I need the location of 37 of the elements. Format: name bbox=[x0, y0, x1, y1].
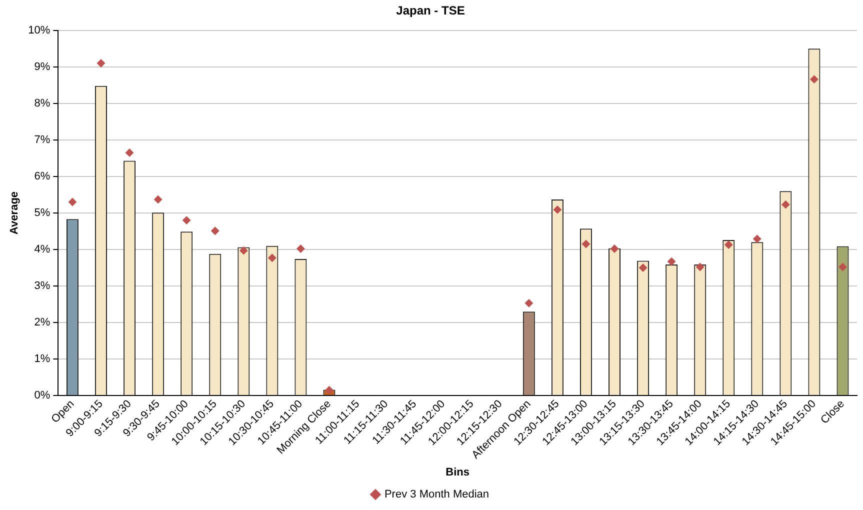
point bbox=[782, 200, 790, 209]
point bbox=[553, 206, 562, 214]
y-tick-label: 10% bbox=[28, 24, 50, 36]
y-tick-label: 7% bbox=[34, 134, 50, 146]
point bbox=[610, 244, 619, 253]
point bbox=[126, 148, 134, 157]
y-tick-label: 2% bbox=[34, 316, 50, 329]
y-tick-label: 9% bbox=[34, 60, 50, 73]
legend-label: Prev 3 Month Median bbox=[384, 488, 490, 501]
y-tick-label: 8% bbox=[34, 97, 50, 110]
y-tick-label: 3% bbox=[34, 280, 50, 292]
y-tick-label: 1% bbox=[34, 353, 50, 366]
point bbox=[724, 240, 733, 249]
point bbox=[268, 254, 276, 262]
point bbox=[182, 216, 191, 224]
point bbox=[810, 75, 818, 84]
point bbox=[240, 246, 248, 255]
y-tick-label: 4% bbox=[34, 244, 50, 256]
point bbox=[753, 234, 762, 243]
point bbox=[582, 240, 590, 248]
point bbox=[68, 198, 76, 206]
point bbox=[211, 226, 220, 235]
y-tick-label: 6% bbox=[34, 170, 50, 182]
point bbox=[524, 299, 533, 308]
point bbox=[838, 263, 847, 272]
point bbox=[154, 195, 162, 204]
point bbox=[696, 263, 704, 272]
point bbox=[296, 244, 305, 253]
point bbox=[325, 386, 334, 394]
point bbox=[639, 264, 648, 272]
point bbox=[668, 258, 676, 266]
chart-title: Japan - TSE bbox=[396, 4, 465, 18]
y-tick-label: 5% bbox=[34, 207, 50, 220]
x-axis-title: Bins bbox=[446, 466, 470, 478]
y-tick-label: 0% bbox=[34, 390, 50, 402]
point bbox=[97, 59, 106, 68]
y-axis-title: Average bbox=[8, 191, 21, 234]
